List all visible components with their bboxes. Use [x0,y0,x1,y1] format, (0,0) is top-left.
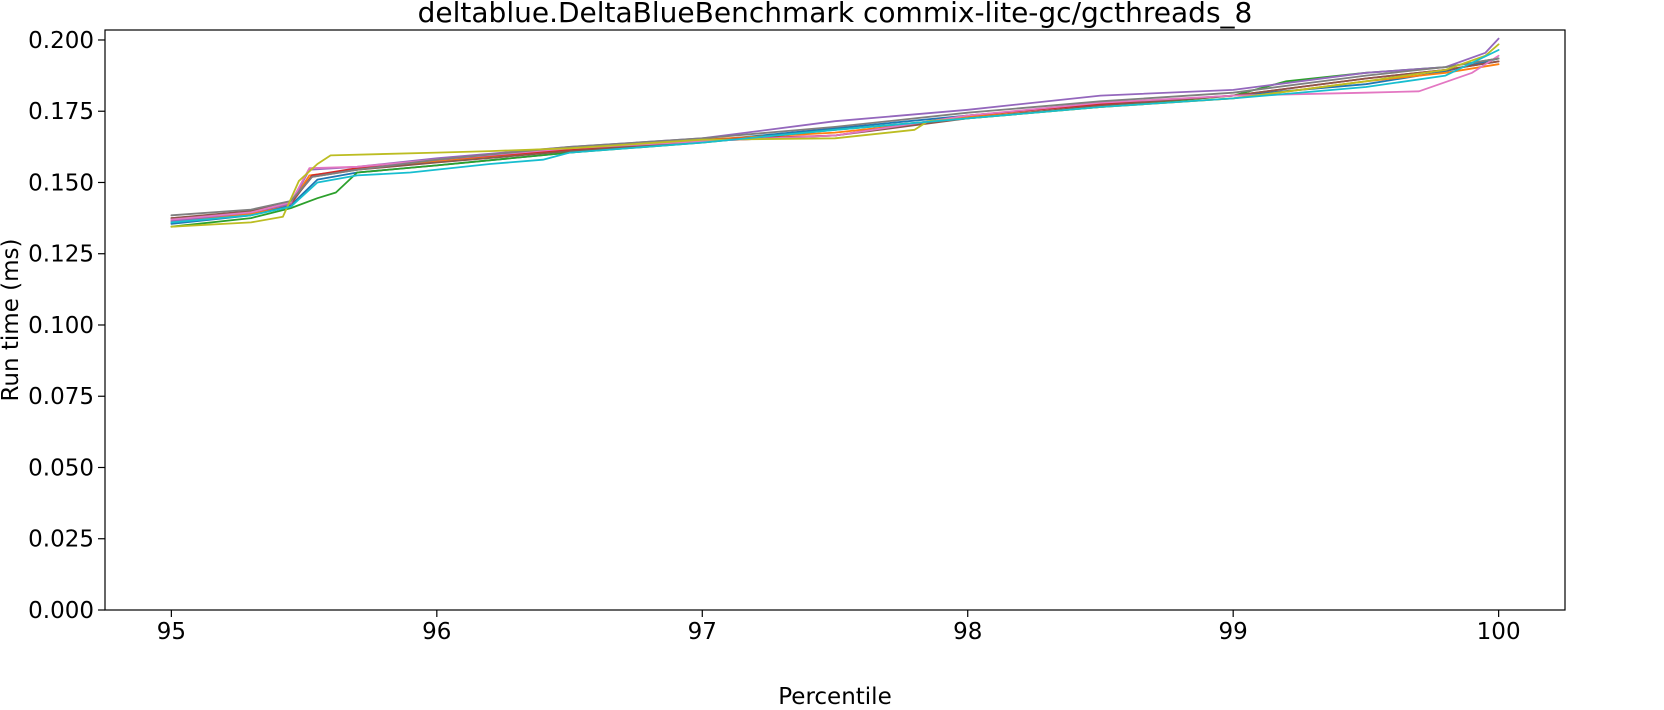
x-axis-label: Percentile [778,684,891,710]
y-axis: 0.000 0.025 0.050 0.075 0.100 0.125 0.150 0.175… [28,28,105,624]
y-tick-label: 0.150 [28,170,94,196]
y-tick-label: 0.050 [28,455,94,481]
y-tick-label: 0.100 [28,313,94,339]
y-tick-label: 0.200 [28,28,94,54]
series-line-9 [170,43,1500,228]
x-tick-label: 97 [688,619,717,645]
x-axis: 95 96 97 98 99 100 [157,610,1521,645]
y-tick-label: 0.125 [28,242,94,268]
x-tick-label: 100 [1477,619,1521,645]
y-tick-label: 0.000 [28,598,94,624]
series-layer [170,37,1500,228]
x-tick-label: 95 [157,619,186,645]
y-tick-label: 0.175 [28,99,94,125]
y-tick-label: 0.025 [28,527,94,553]
chart-title: deltablue.DeltaBlueBenchmark commix-lite… [418,0,1253,29]
x-tick-label: 99 [1219,619,1248,645]
y-tick-label: 0.075 [28,384,94,410]
series-line-10 [170,49,1500,224]
series-line-8 [170,57,1500,217]
x-tick-label: 98 [953,619,982,645]
x-tick-label: 96 [422,619,451,645]
plot-frame [104,29,1566,611]
y-axis-label: Run time (ms) [0,238,24,401]
